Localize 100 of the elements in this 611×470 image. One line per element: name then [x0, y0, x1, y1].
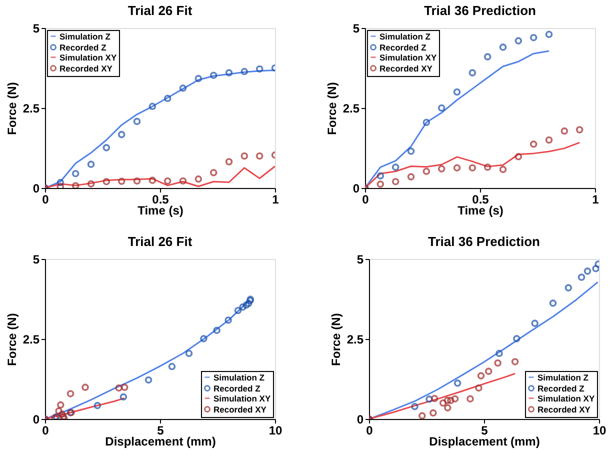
x-tick-label: 10 [592, 424, 606, 438]
chart-title: Trial 36 Prediction [424, 3, 536, 18]
point [244, 300, 252, 308]
point [407, 148, 415, 155]
point [179, 84, 187, 92]
point [426, 396, 433, 403]
point [168, 362, 176, 370]
y-tick-label: 5 [352, 22, 360, 36]
point [560, 127, 568, 135]
legend-label: Simulation Z [60, 31, 110, 42]
point [418, 412, 426, 419]
y-tick-label: 5 [32, 252, 40, 266]
point [87, 180, 95, 188]
x-tick-label: 0.5 [472, 192, 490, 206]
point [118, 178, 126, 185]
legend-label: Recorded XY [538, 404, 591, 414]
point [82, 384, 89, 391]
x-axis-title: Displacement (mm) [105, 434, 216, 448]
y-axis-title: Force (N) [324, 82, 339, 135]
point [499, 166, 507, 174]
point [200, 335, 208, 342]
line-series [365, 142, 580, 188]
x-tick-label: 5 [481, 424, 488, 438]
point [564, 284, 572, 292]
point [499, 44, 507, 51]
x-tick-label: 0 [366, 424, 374, 438]
point [454, 380, 462, 387]
point [194, 74, 202, 82]
point [256, 65, 264, 73]
point [148, 176, 156, 184]
point [576, 126, 584, 134]
point [234, 306, 242, 314]
point [592, 264, 599, 272]
point [225, 69, 233, 76]
x-tick-label: 0 [42, 192, 50, 206]
point [392, 178, 400, 186]
point [496, 350, 503, 358]
y-tick-label: 0 [32, 412, 40, 426]
point [430, 394, 438, 402]
point [224, 316, 232, 324]
point [514, 153, 522, 160]
y-tick-label: 0 [356, 412, 364, 426]
point [438, 104, 446, 112]
legend-label: Simulation XY [214, 393, 271, 404]
point [185, 350, 193, 358]
point [447, 396, 454, 404]
point [584, 268, 592, 275]
legend-label: Simulation Z [538, 372, 588, 382]
point [102, 178, 110, 186]
point [438, 165, 446, 172]
y-tick-label: 2.5 [22, 332, 40, 346]
point [58, 410, 66, 418]
point [545, 30, 553, 38]
point [494, 359, 502, 367]
point [179, 177, 187, 185]
legend-label: Simulation XY [60, 52, 117, 62]
legend-label: Simulation XY [380, 52, 437, 62]
y-tick-label: 0 [352, 182, 360, 196]
point [164, 94, 172, 102]
x-tick-label: 1 [272, 192, 280, 206]
point [468, 164, 476, 172]
line-series [365, 50, 550, 188]
y-axis-title: Force (N) [4, 82, 19, 135]
line-series [45, 397, 126, 419]
legend-label: Recorded XY [380, 63, 433, 74]
point [530, 34, 538, 42]
point [240, 152, 248, 160]
point [213, 326, 220, 334]
point [118, 130, 126, 138]
point [578, 274, 586, 281]
point [422, 118, 430, 126]
point [376, 172, 384, 180]
point [468, 69, 476, 76]
point [451, 395, 459, 402]
point [484, 164, 492, 171]
legend-label: Recorded XY [214, 404, 267, 414]
point [72, 182, 80, 188]
chart-title: Trial 36 Prediction [428, 234, 540, 249]
legend-label: Simulation XY [538, 393, 595, 404]
line-series [369, 372, 516, 419]
y-axis-title: Force (N) [328, 313, 343, 366]
point [242, 301, 250, 309]
point [484, 368, 492, 375]
point [444, 404, 452, 412]
point [87, 160, 95, 168]
point [115, 384, 122, 392]
y-tick-label: 5 [32, 22, 40, 36]
point [466, 395, 474, 402]
point [530, 140, 538, 148]
point [430, 409, 437, 417]
point [407, 173, 415, 180]
point [531, 320, 538, 327]
point [148, 102, 156, 110]
legend-label: Simulation Z [214, 372, 264, 382]
y-tick-label: 0 [32, 182, 40, 196]
point [56, 178, 64, 186]
point [102, 144, 110, 152]
point [72, 170, 80, 178]
legend-label: Recorded XY [60, 63, 113, 74]
point [475, 384, 482, 392]
